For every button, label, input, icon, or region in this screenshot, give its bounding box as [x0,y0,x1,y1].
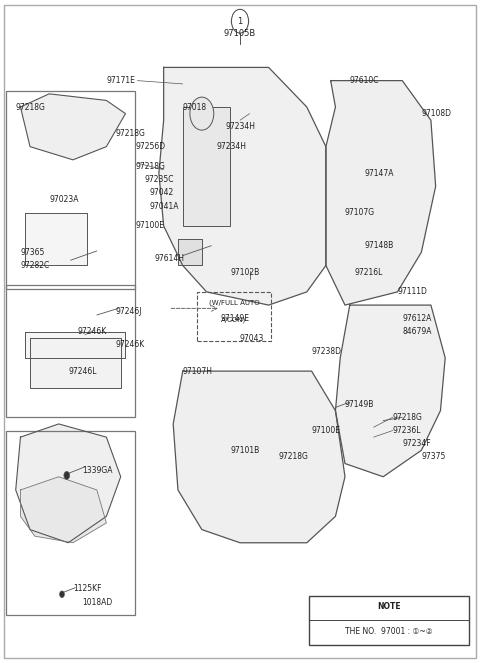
Text: 97235C: 97235C [144,175,174,184]
Text: 97234H: 97234H [226,123,256,131]
Text: 97218G: 97218G [116,129,146,138]
Polygon shape [159,68,326,305]
Text: 97365: 97365 [21,248,45,257]
Text: 97148B: 97148B [364,241,393,250]
Text: 97043: 97043 [240,333,264,343]
Text: 97234H: 97234H [216,142,246,151]
Polygon shape [178,239,202,265]
Text: 97256D: 97256D [135,142,165,151]
Bar [183,107,230,226]
Polygon shape [21,94,125,160]
Text: 97216L: 97216L [355,268,383,276]
Bar [309,595,469,645]
Text: 97107G: 97107G [345,208,375,217]
Text: 97218G: 97218G [278,452,308,461]
Polygon shape [326,81,436,305]
Circle shape [64,471,70,479]
Text: 97238D: 97238D [312,347,342,356]
Text: THE NO.  97001 : ①~②: THE NO. 97001 : ①~② [345,627,433,636]
Circle shape [231,9,249,33]
Text: 97149E: 97149E [221,314,250,323]
Text: 97614H: 97614H [154,255,184,263]
Text: 97101B: 97101B [230,446,260,455]
Text: 97111D: 97111D [397,287,427,296]
Text: 1: 1 [238,17,242,26]
Text: 97375: 97375 [421,452,446,461]
Text: 97610C: 97610C [350,76,379,85]
Text: 1018AD: 1018AD [83,597,113,607]
Text: 97100E: 97100E [312,426,341,435]
Polygon shape [21,477,107,543]
Bar [197,292,271,341]
Text: 97041A: 97041A [149,202,179,211]
Text: 97018: 97018 [183,103,207,111]
Text: 97102B: 97102B [230,268,260,276]
Text: 97246J: 97246J [116,307,143,316]
Polygon shape [336,305,445,477]
Bar [6,91,135,288]
Text: 97246L: 97246L [68,367,96,376]
Text: 97236L: 97236L [393,426,421,435]
Text: 97612A: 97612A [402,314,432,323]
Text: 97042: 97042 [149,188,174,198]
Text: 97218G: 97218G [135,162,165,171]
Polygon shape [30,338,120,388]
Polygon shape [25,213,87,265]
Bar [6,430,135,615]
Text: 1339GA: 1339GA [83,465,113,475]
Text: 97100E: 97100E [135,221,164,230]
Text: 97107H: 97107H [183,367,213,376]
Circle shape [190,97,214,130]
Polygon shape [16,424,120,543]
Text: 1125KF: 1125KF [73,585,101,593]
Text: 97171E: 97171E [107,76,135,85]
Text: (W/FULL AUTO: (W/FULL AUTO [209,300,259,306]
Text: 97234F: 97234F [402,440,431,448]
Text: A/CON): A/CON) [221,317,247,324]
Text: 97218G: 97218G [393,413,422,422]
Text: 97246K: 97246K [78,327,107,336]
Text: 97108D: 97108D [421,109,451,118]
Text: NOTE: NOTE [377,602,401,611]
Text: 97147A: 97147A [364,168,394,178]
Circle shape [60,591,64,597]
Text: 97246K: 97246K [116,340,145,349]
Text: 97105B: 97105B [224,29,256,38]
Text: 97218G: 97218G [16,103,46,111]
Text: 84679A: 84679A [402,327,432,336]
Text: 97023A: 97023A [49,195,79,204]
Text: 97282C: 97282C [21,261,50,270]
Bar [6,285,135,417]
Text: 97149B: 97149B [345,400,374,408]
Polygon shape [173,371,345,543]
Polygon shape [25,332,125,358]
